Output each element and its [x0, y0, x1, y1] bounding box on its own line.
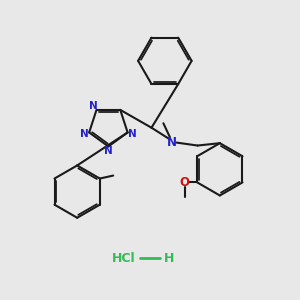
Text: N: N: [80, 129, 89, 139]
Text: N: N: [104, 146, 113, 156]
Text: N: N: [167, 136, 177, 149]
Text: HCl: HCl: [111, 252, 135, 265]
Text: O: O: [180, 176, 190, 189]
Text: H: H: [164, 252, 175, 265]
Text: N: N: [89, 101, 98, 111]
Text: N: N: [128, 129, 136, 139]
